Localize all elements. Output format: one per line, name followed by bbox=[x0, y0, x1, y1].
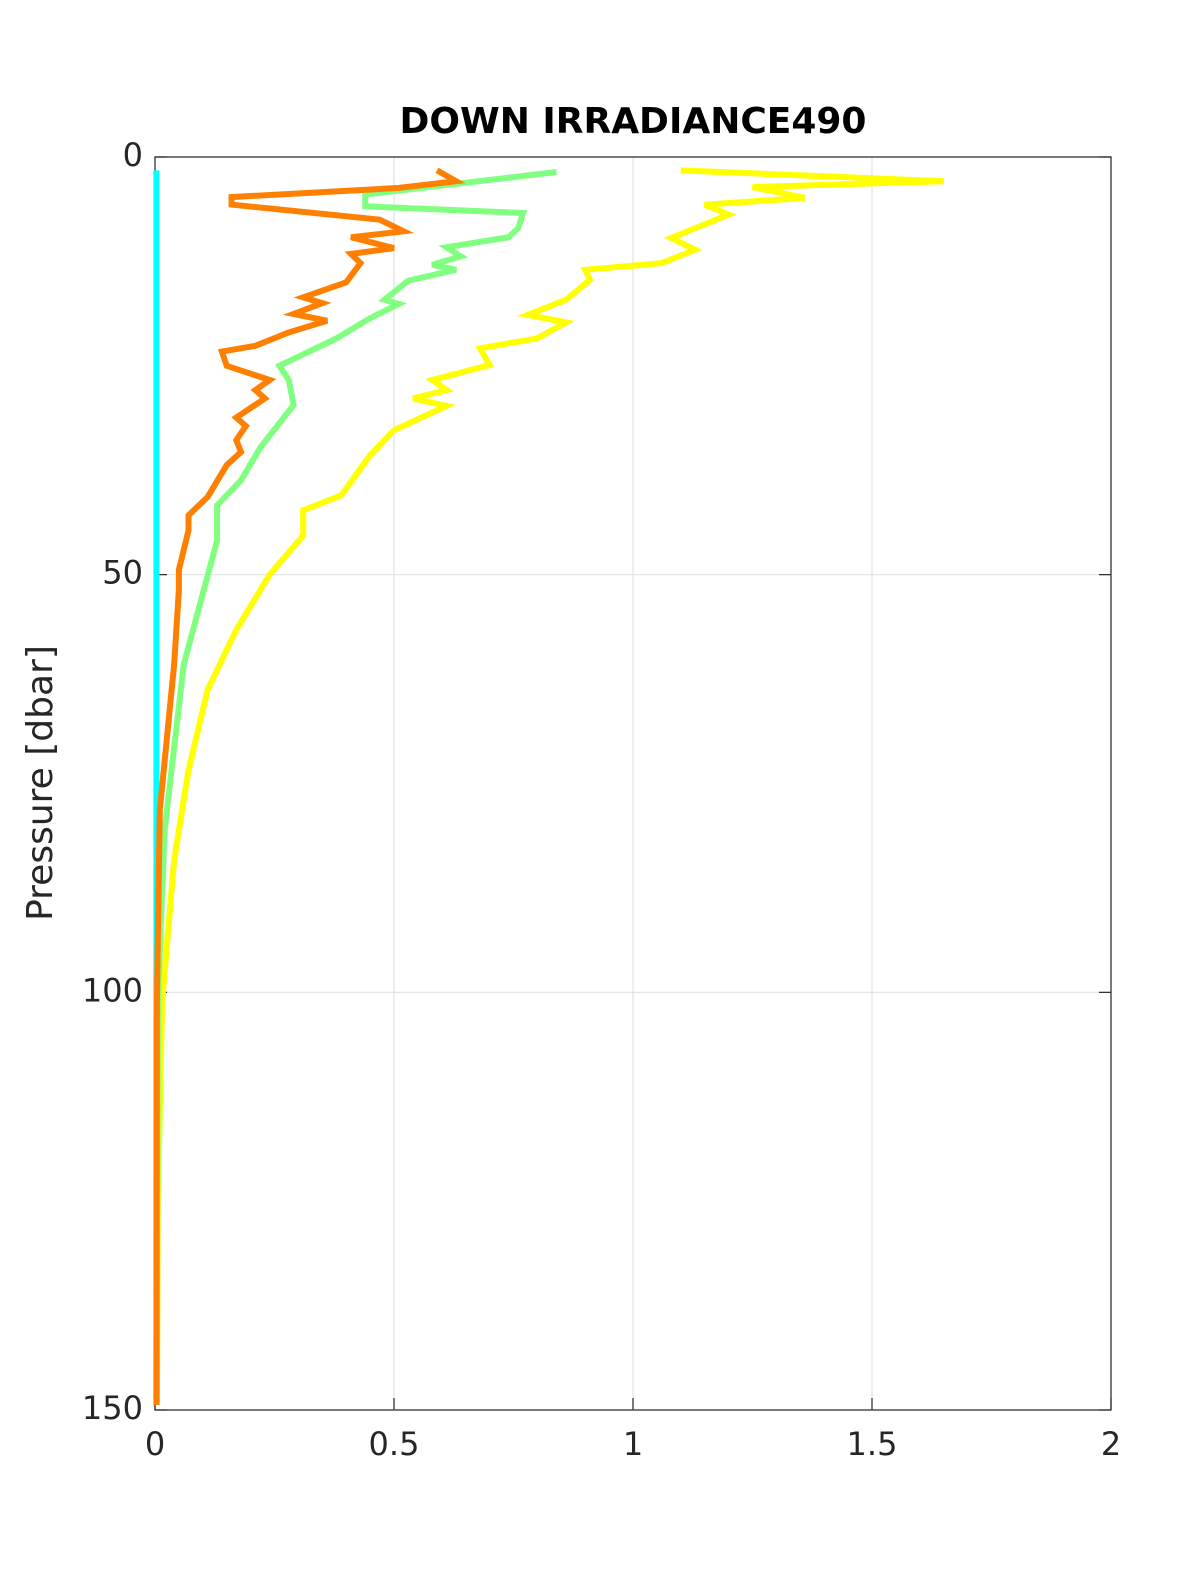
x-tick-label: 0 bbox=[145, 1425, 165, 1463]
profile-line bbox=[153, 167, 944, 1406]
x-tick-label: 0.5 bbox=[369, 1425, 420, 1463]
x-tick-label: 1.5 bbox=[847, 1425, 898, 1463]
profile-line bbox=[153, 167, 466, 1406]
x-tick-label: 1 bbox=[623, 1425, 643, 1463]
profile-line bbox=[153, 169, 557, 1406]
x-tick-label: 2 bbox=[1101, 1425, 1121, 1463]
y-tick-label: 50 bbox=[102, 554, 143, 592]
y-tick-label: 0 bbox=[123, 136, 143, 174]
y-tick-label: 150 bbox=[82, 1389, 143, 1427]
y-tick-label: 100 bbox=[82, 971, 143, 1009]
y-axis-label: Pressure [dbar] bbox=[20, 645, 61, 921]
chart-title: DOWN IRRADIANCE490 bbox=[400, 101, 867, 142]
